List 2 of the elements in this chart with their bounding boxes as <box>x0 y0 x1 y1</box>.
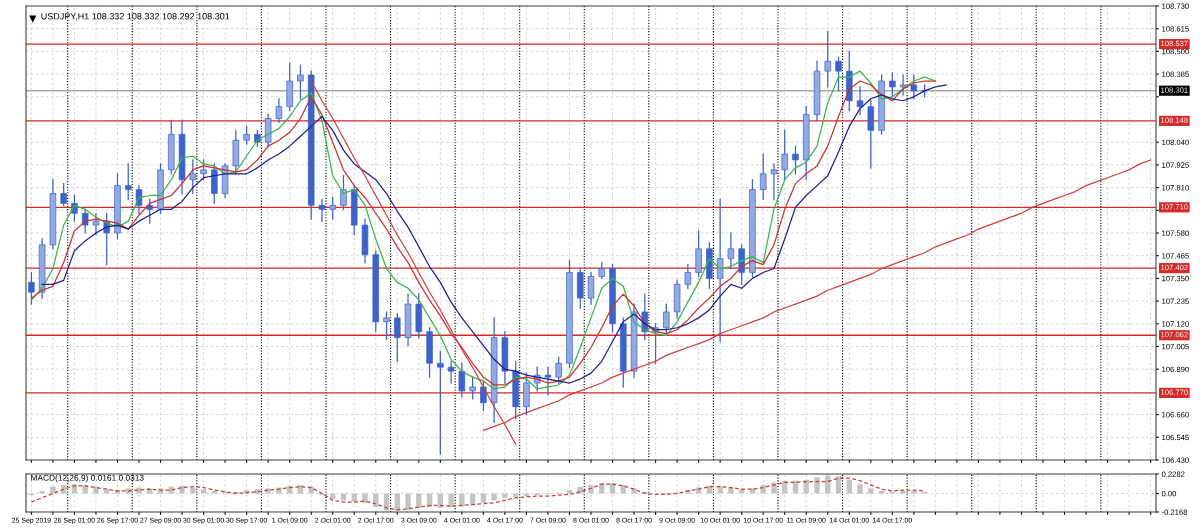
text: USDJPY,H1 108.332 108.332 108.292 108.301 <box>41 13 230 21</box>
chart-title: MACD(12,26,9) 0.0161 0.0313 <box>31 474 144 483</box>
